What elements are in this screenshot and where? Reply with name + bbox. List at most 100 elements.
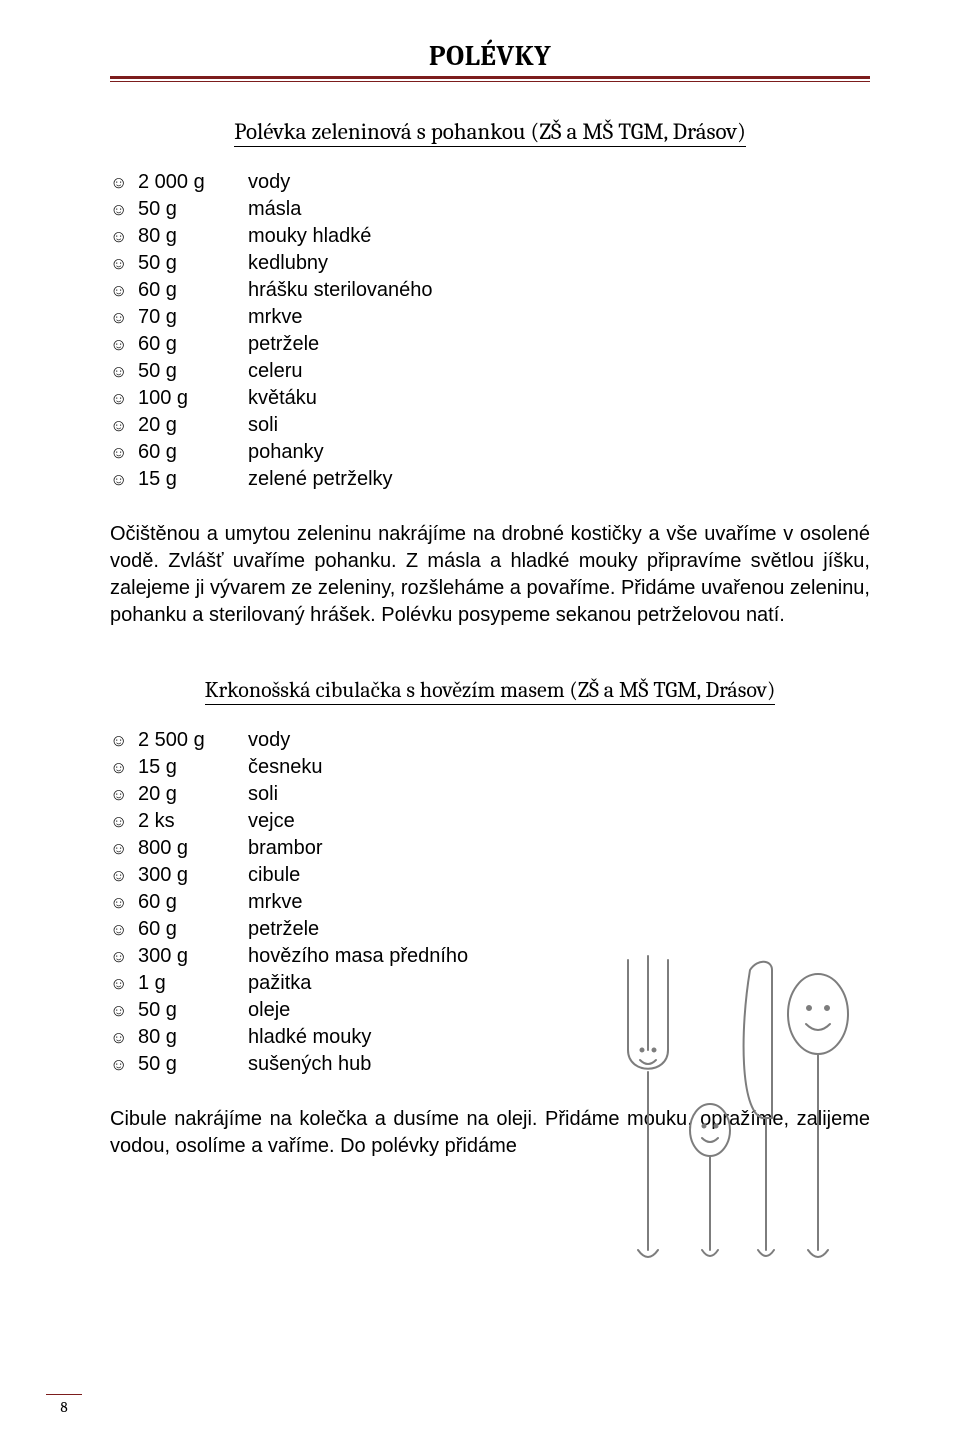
ingredient-item: hrášku sterilovaného xyxy=(248,277,870,304)
bullet-smile-icon: ☺ xyxy=(110,199,138,222)
ingredient-row: ☺50 gkedlubny xyxy=(110,250,870,277)
ingredient-amount: 80 g xyxy=(138,223,248,250)
ingredient-row: ☺70 gmrkve xyxy=(110,304,870,331)
spoon-icon xyxy=(788,974,848,1257)
ingredient-row: ☺80 gmouky hladké xyxy=(110,223,870,250)
ingredient-amount: 60 g xyxy=(138,277,248,304)
ingredient-row: ☺60 gpetržele xyxy=(110,916,870,943)
ingredient-row: ☺50 gceleru xyxy=(110,358,870,385)
small-spoon-icon xyxy=(690,1104,730,1256)
ingredient-amount: 15 g xyxy=(138,466,248,493)
ingredient-row: ☺15 gzelené petrželky xyxy=(110,466,870,493)
ingredient-item: vejce xyxy=(248,808,870,835)
bullet-smile-icon: ☺ xyxy=(110,1054,138,1077)
bullet-smile-icon: ☺ xyxy=(110,973,138,996)
ingredient-item: soli xyxy=(248,781,870,808)
knife-icon xyxy=(744,962,774,1256)
page: POLÉVKY Polévka zeleninová s pohankou (Z… xyxy=(0,0,960,1452)
ingredient-item: másla xyxy=(248,196,870,223)
bullet-smile-icon: ☺ xyxy=(110,838,138,861)
ingredient-amount: 1 g xyxy=(138,970,248,997)
ingredient-item: česneku xyxy=(248,754,870,781)
ingredient-amount: 50 g xyxy=(138,196,248,223)
ingredient-row: ☺20 gsoli xyxy=(110,781,870,808)
ingredient-item: vody xyxy=(248,727,870,754)
fork-icon xyxy=(628,956,668,1257)
bullet-smile-icon: ☺ xyxy=(110,388,138,411)
ingredient-row: ☺100 gkvětáku xyxy=(110,385,870,412)
bullet-smile-icon: ☺ xyxy=(110,730,138,753)
ingredient-item: mouky hladké xyxy=(248,223,870,250)
ingredient-amount: 70 g xyxy=(138,304,248,331)
bullet-smile-icon: ☺ xyxy=(110,784,138,807)
ingredient-amount: 50 g xyxy=(138,997,248,1024)
recipe2-title-wrap: Krkonošská cibulačka s hovězím masem (ZŠ… xyxy=(110,677,870,705)
ingredient-amount: 50 g xyxy=(138,250,248,277)
bullet-smile-icon: ☺ xyxy=(110,1027,138,1050)
ingredient-amount: 60 g xyxy=(138,916,248,943)
ingredient-amount: 800 g xyxy=(138,835,248,862)
bullet-smile-icon: ☺ xyxy=(110,253,138,276)
ingredient-item: pohanky xyxy=(248,439,870,466)
bullet-smile-icon: ☺ xyxy=(110,334,138,357)
ingredient-item: mrkve xyxy=(248,889,870,916)
ingredient-item: petržele xyxy=(248,916,870,943)
ingredient-row: ☺800 gbrambor xyxy=(110,835,870,862)
recipe1-title: Polévka zeleninová s pohankou (ZŠ a MŠ T… xyxy=(234,118,746,147)
ingredient-row: ☺50 gmásla xyxy=(110,196,870,223)
ingredient-item: kedlubny xyxy=(248,250,870,277)
recipe2-title: Krkonošská cibulačka s hovězím masem (ZŠ… xyxy=(205,677,776,705)
bullet-smile-icon: ☺ xyxy=(110,361,138,384)
ingredient-row: ☺20 gsoli xyxy=(110,412,870,439)
recipe1-ingredients: ☺2 000 gvody☺50 gmásla☺80 gmouky hladké☺… xyxy=(110,169,870,493)
ingredient-item: petržele xyxy=(248,331,870,358)
bullet-smile-icon: ☺ xyxy=(110,469,138,492)
ingredient-amount: 2 ks xyxy=(138,808,248,835)
bullet-smile-icon: ☺ xyxy=(110,892,138,915)
page-title: POLÉVKY xyxy=(110,40,870,72)
bullet-smile-icon: ☺ xyxy=(110,307,138,330)
ingredient-row: ☺60 gpetržele xyxy=(110,331,870,358)
ingredient-row: ☺60 gmrkve xyxy=(110,889,870,916)
recipe1-instructions: Očištěnou a umytou zeleninu nakrájíme na… xyxy=(110,521,870,629)
ingredient-amount: 300 g xyxy=(138,862,248,889)
bullet-smile-icon: ☺ xyxy=(110,280,138,303)
bullet-smile-icon: ☺ xyxy=(110,919,138,942)
bullet-smile-icon: ☺ xyxy=(110,172,138,195)
bullet-smile-icon: ☺ xyxy=(110,757,138,780)
ingredient-amount: 2 500 g xyxy=(138,727,248,754)
bullet-smile-icon: ☺ xyxy=(110,811,138,834)
ingredient-row: ☺2 000 gvody xyxy=(110,169,870,196)
recipe1-title-wrap: Polévka zeleninová s pohankou (ZŠ a MŠ T… xyxy=(110,118,870,147)
ingredient-amount: 50 g xyxy=(138,1051,248,1078)
ingredient-item: vody xyxy=(248,169,870,196)
ingredient-item: zelené petrželky xyxy=(248,466,870,493)
ingredient-row: ☺2 500 gvody xyxy=(110,727,870,754)
ingredient-amount: 60 g xyxy=(138,889,248,916)
ingredient-amount: 300 g xyxy=(138,943,248,970)
ingredient-amount: 100 g xyxy=(138,385,248,412)
ingredient-amount: 20 g xyxy=(138,781,248,808)
bullet-smile-icon: ☺ xyxy=(110,1000,138,1023)
ingredient-amount: 60 g xyxy=(138,439,248,466)
bullet-smile-icon: ☺ xyxy=(110,415,138,438)
utensils-illustration xyxy=(590,950,860,1270)
ingredient-amount: 15 g xyxy=(138,754,248,781)
ingredient-row: ☺2 ksvejce xyxy=(110,808,870,835)
ingredient-row: ☺60 ghrášku sterilovaného xyxy=(110,277,870,304)
ingredient-amount: 80 g xyxy=(138,1024,248,1051)
title-rule xyxy=(110,76,870,82)
ingredient-item: mrkve xyxy=(248,304,870,331)
ingredient-amount: 60 g xyxy=(138,331,248,358)
ingredient-amount: 2 000 g xyxy=(138,169,248,196)
ingredient-item: celeru xyxy=(248,358,870,385)
ingredient-amount: 20 g xyxy=(138,412,248,439)
page-number: 8 xyxy=(46,1394,82,1416)
bullet-smile-icon: ☺ xyxy=(110,865,138,888)
ingredient-item: cibule xyxy=(248,862,870,889)
ingredient-amount: 50 g xyxy=(138,358,248,385)
ingredient-row: ☺60 gpohanky xyxy=(110,439,870,466)
ingredient-item: květáku xyxy=(248,385,870,412)
ingredient-row: ☺15 gčesneku xyxy=(110,754,870,781)
bullet-smile-icon: ☺ xyxy=(110,226,138,249)
